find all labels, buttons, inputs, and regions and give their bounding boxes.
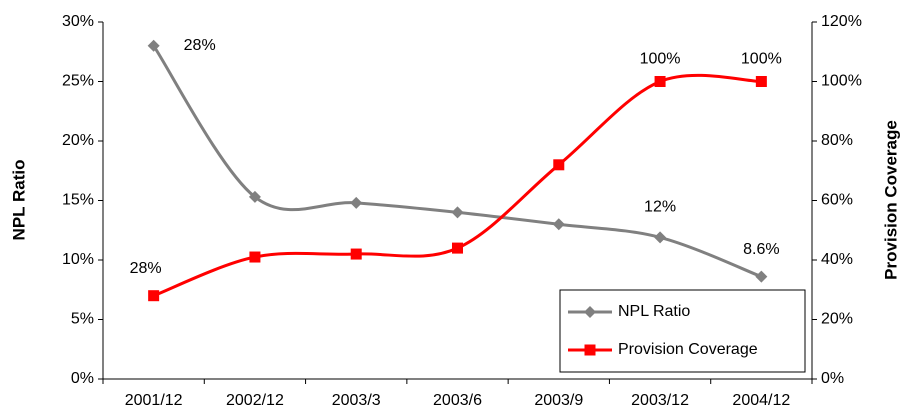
- data-point: [654, 231, 667, 244]
- y2-tick-label: 40%: [821, 251, 853, 268]
- data-point: [552, 218, 565, 231]
- data-point: [654, 76, 666, 87]
- y-tick-label: 10%: [62, 251, 94, 268]
- legend-label: NPL Ratio: [618, 303, 690, 320]
- y2-tick-label: 120%: [821, 13, 862, 30]
- y2-axis-title: Provision Coverage: [881, 120, 900, 280]
- data-point: [350, 248, 362, 260]
- data-point: [350, 196, 363, 209]
- y2-tick-label: 20%: [821, 311, 853, 328]
- y-axis-title: NPL Ratio: [9, 160, 28, 241]
- legend-box: [559, 289, 806, 373]
- data-label: 28%: [184, 37, 216, 54]
- y-tick-label: 30%: [62, 13, 94, 30]
- data-label: 100%: [741, 51, 782, 68]
- series-line: [152, 44, 762, 279]
- data-point: [755, 76, 767, 87]
- data-point: [451, 206, 464, 219]
- x-tick-label: 2002/12: [226, 392, 284, 409]
- y-tick-label: 15%: [62, 192, 94, 209]
- data-point: [452, 242, 463, 254]
- data-label: 12%: [644, 199, 676, 216]
- y-tick-label: 20%: [62, 132, 94, 149]
- data-label: 28%: [130, 260, 162, 277]
- y-tick-label: 5%: [71, 311, 94, 328]
- x-tick-label: 2003/9: [534, 392, 583, 409]
- y2-tick-label: 0%: [821, 370, 844, 387]
- legend-label: Provision Coverage: [618, 341, 758, 358]
- y2-tick-label: 60%: [821, 192, 853, 209]
- data-point: [755, 270, 768, 283]
- y2-tick-label: 100%: [821, 73, 862, 90]
- y2-tick-label: 80%: [821, 132, 853, 149]
- x-tick-label: 2003/12: [631, 392, 689, 409]
- x-tick-label: 2003/6: [433, 392, 482, 409]
- legend-marker: [584, 306, 596, 318]
- data-label: 8.6%: [743, 241, 779, 258]
- data-point: [249, 251, 261, 263]
- data-point: [147, 39, 160, 52]
- y-tick-label: 25%: [62, 73, 94, 90]
- y-tick-label: 0%: [71, 370, 94, 387]
- data-label: 100%: [640, 51, 681, 68]
- data-point: [553, 159, 565, 171]
- legend-marker: [584, 344, 596, 356]
- data-point: [248, 190, 261, 203]
- x-tick-label: 2003/3: [332, 392, 381, 409]
- data-point: [148, 290, 160, 302]
- x-tick-label: 2004/12: [732, 392, 790, 409]
- x-tick-label: 2001/12: [125, 392, 183, 409]
